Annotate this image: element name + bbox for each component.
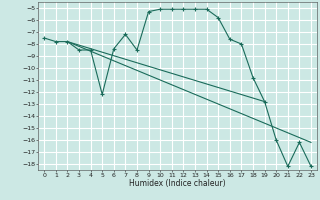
X-axis label: Humidex (Indice chaleur): Humidex (Indice chaleur): [129, 179, 226, 188]
